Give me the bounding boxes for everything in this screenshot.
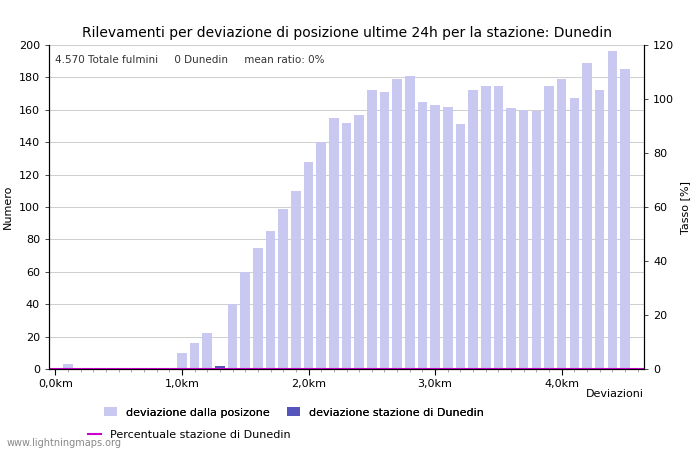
- Y-axis label: Tasso [%]: Tasso [%]: [680, 180, 689, 234]
- Bar: [557, 79, 566, 369]
- Bar: [608, 51, 617, 369]
- Bar: [63, 364, 73, 369]
- Bar: [595, 90, 604, 369]
- Bar: [354, 115, 364, 369]
- Bar: [253, 248, 262, 369]
- Bar: [291, 191, 300, 369]
- Bar: [468, 90, 478, 369]
- Bar: [620, 69, 630, 369]
- Bar: [177, 353, 187, 369]
- Bar: [393, 79, 402, 369]
- Bar: [190, 343, 200, 369]
- Bar: [506, 108, 516, 369]
- Bar: [418, 102, 427, 369]
- Bar: [215, 366, 225, 369]
- Bar: [342, 123, 351, 369]
- Bar: [304, 162, 314, 369]
- Bar: [379, 92, 389, 369]
- Bar: [519, 110, 528, 369]
- Bar: [531, 112, 541, 369]
- Bar: [228, 304, 237, 369]
- Bar: [405, 76, 414, 369]
- Bar: [279, 209, 288, 369]
- Text: 4.570 Totale fulmini     0 Dunedin     mean ratio: 0%: 4.570 Totale fulmini 0 Dunedin mean rati…: [55, 55, 324, 65]
- Bar: [329, 118, 339, 369]
- Bar: [570, 99, 579, 369]
- Bar: [215, 366, 225, 369]
- Bar: [316, 142, 326, 369]
- Legend: Percentuale stazione di Dunedin: Percentuale stazione di Dunedin: [83, 426, 295, 445]
- Bar: [456, 124, 466, 369]
- Bar: [443, 107, 452, 369]
- Bar: [545, 86, 554, 369]
- Bar: [481, 86, 491, 369]
- Bar: [266, 231, 275, 369]
- Bar: [202, 333, 212, 369]
- Bar: [367, 90, 377, 369]
- Bar: [430, 105, 440, 369]
- Bar: [241, 272, 250, 369]
- Title: Rilevamenti per deviazione di posizione ultime 24h per la stazione: Dunedin: Rilevamenti per deviazione di posizione …: [81, 26, 612, 40]
- Bar: [582, 63, 592, 369]
- Text: www.lightningmaps.org: www.lightningmaps.org: [7, 437, 122, 447]
- Legend: deviazione dalla posizone, deviazione stazione di Dunedin: deviazione dalla posizone, deviazione st…: [99, 403, 489, 422]
- Text: Deviazioni: Deviazioni: [586, 389, 644, 399]
- Y-axis label: Numero: Numero: [4, 185, 13, 229]
- Bar: [494, 86, 503, 369]
